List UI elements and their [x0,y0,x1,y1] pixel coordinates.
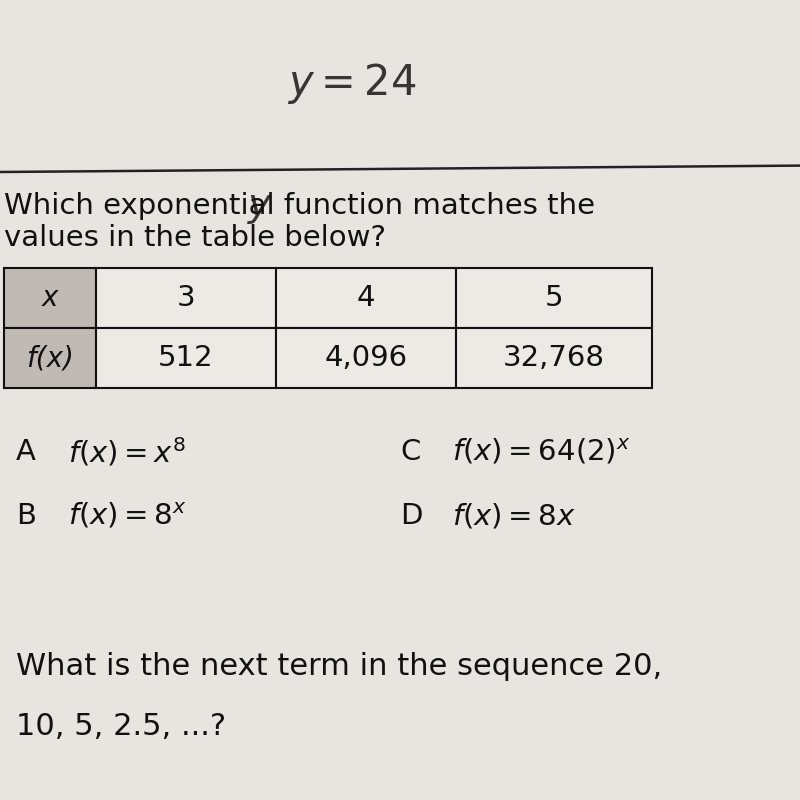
Text: C: C [400,438,420,466]
Bar [276,268,456,328]
Text: x: x [42,284,58,312]
Text: 10, 5, 2.5, ...?: 10, 5, 2.5, ...? [16,712,226,741]
Text: 3: 3 [177,284,195,312]
Text: B: B [16,502,36,530]
Bar [456,268,652,328]
Text: A: A [16,438,36,466]
Text: What is the next term in the sequence 20,: What is the next term in the sequence 20… [16,652,662,681]
Text: D: D [400,502,422,530]
Text: 4: 4 [357,284,375,312]
Bar [4,268,96,328]
Text: $y = 24$: $y = 24$ [287,62,417,106]
Text: $y$: $y$ [246,190,274,226]
Bar [456,328,652,388]
Text: 5: 5 [545,284,563,312]
Bar [96,328,276,388]
Text: $f(x) = 8^x$: $f(x) = 8^x$ [68,502,187,530]
Bar [96,268,276,328]
Text: $f(x) = x^8$: $f(x) = x^8$ [68,435,186,469]
Text: f(x): f(x) [26,344,74,372]
Bar [276,328,456,388]
Text: Which exponential function matches the
values in the table below?: Which exponential function matches the v… [4,192,595,253]
Text: 4,096: 4,096 [325,344,407,372]
Text: $f(x) = 64(2)^x$: $f(x) = 64(2)^x$ [452,438,630,466]
Text: $f(x) = 8x$: $f(x) = 8x$ [452,502,576,530]
Bar [4,328,96,388]
Text: 32,768: 32,768 [503,344,605,372]
Text: 512: 512 [158,344,214,372]
